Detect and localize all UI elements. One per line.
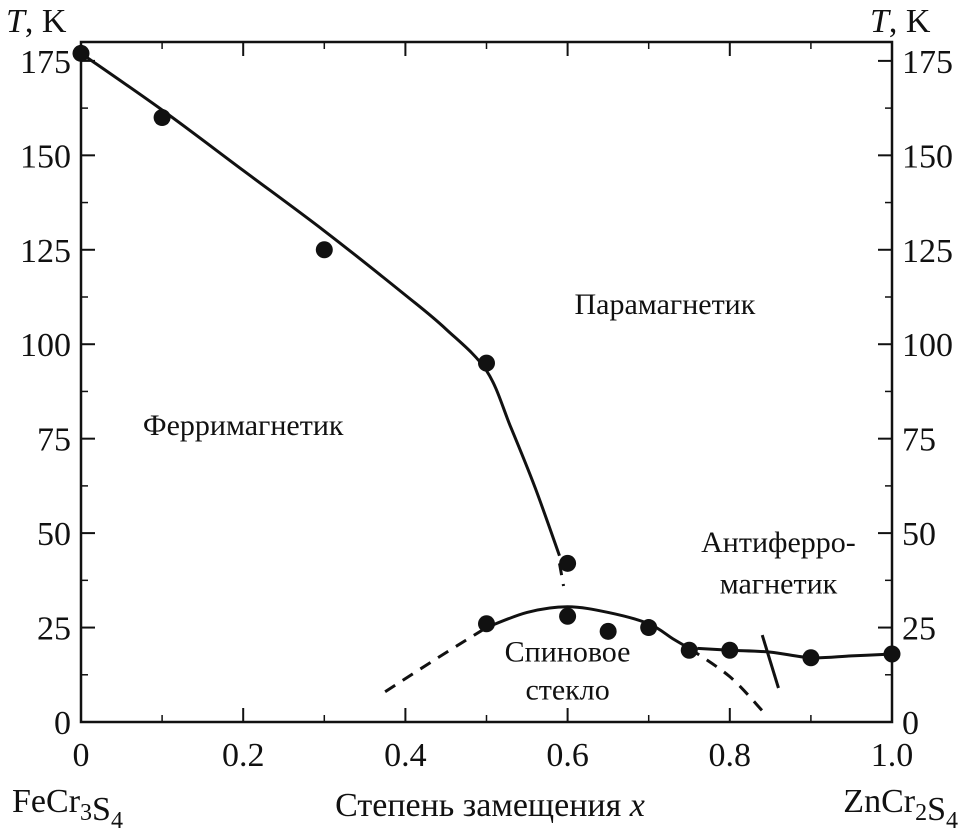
y-tick-label-right: 25 [902, 611, 936, 648]
data-point [315, 241, 333, 259]
region-label: магнетик [720, 568, 838, 601]
data-point [153, 109, 171, 127]
phase-boundary-curve [80, 52, 561, 557]
y-tick-label-left: 150 [20, 138, 71, 175]
y-tick-label-right: 150 [902, 138, 953, 175]
y-axis-title-right: T, K [870, 3, 931, 40]
y-tick-label-left: 25 [37, 611, 71, 648]
x-tick-label: 0.2 [222, 737, 265, 774]
data-point [883, 645, 901, 663]
region-label: Спиновое [505, 636, 631, 669]
data-point [478, 354, 495, 372]
data-point [478, 615, 495, 633]
phase-boundary-curve [760, 634, 780, 689]
y-tick-label-left: 100 [20, 327, 71, 364]
region-label: Парамагнетик [575, 288, 756, 321]
y-tick-label-left: 175 [20, 44, 71, 81]
y-tick-label-right: 100 [902, 327, 953, 364]
data-point [599, 622, 617, 640]
y-axis-title-left: T, K [6, 3, 67, 40]
y-tick-label-left: 0 [54, 705, 71, 742]
dashed-boundary-curve [384, 626, 488, 694]
data-point [680, 641, 698, 659]
x-axis-title: Степень замещения x [335, 787, 645, 824]
data-point [559, 554, 577, 572]
region-label: Антиферро- [701, 526, 856, 559]
x-tick-label: 0 [73, 737, 90, 774]
x-tick-label: 0.4 [384, 737, 427, 774]
data-point [72, 44, 90, 62]
data-point [559, 607, 577, 625]
x-tick-label: 0.8 [709, 737, 752, 774]
x-tick-label: 0.6 [546, 737, 589, 774]
y-tick-label-right: 75 [902, 422, 936, 459]
dashed-boundary-curve [688, 647, 764, 712]
y-tick-label-left: 75 [37, 422, 71, 459]
region-label: Ферримагнетик [143, 409, 344, 442]
x-end-label-left: FeCr3S4 [12, 783, 123, 829]
y-tick-label-left: 50 [37, 516, 71, 553]
data-point [802, 649, 820, 667]
y-tick-label-right: 175 [902, 44, 953, 81]
y-tick-label-right: 125 [902, 233, 953, 270]
y-tick-label-left: 125 [20, 233, 71, 270]
phase-boundary-curve [485, 605, 691, 650]
y-tick-label-right: 50 [902, 516, 936, 553]
region-label: стекло [525, 673, 609, 706]
x-end-label-right: ZnCr2S4 [843, 783, 958, 829]
x-tick-label: 1.0 [871, 737, 914, 774]
data-point [721, 641, 739, 659]
data-point [640, 619, 658, 637]
y-tick-label-right: 0 [902, 705, 919, 742]
